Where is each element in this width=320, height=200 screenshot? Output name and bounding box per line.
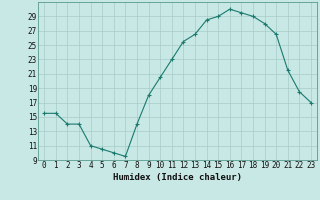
X-axis label: Humidex (Indice chaleur): Humidex (Indice chaleur) <box>113 173 242 182</box>
